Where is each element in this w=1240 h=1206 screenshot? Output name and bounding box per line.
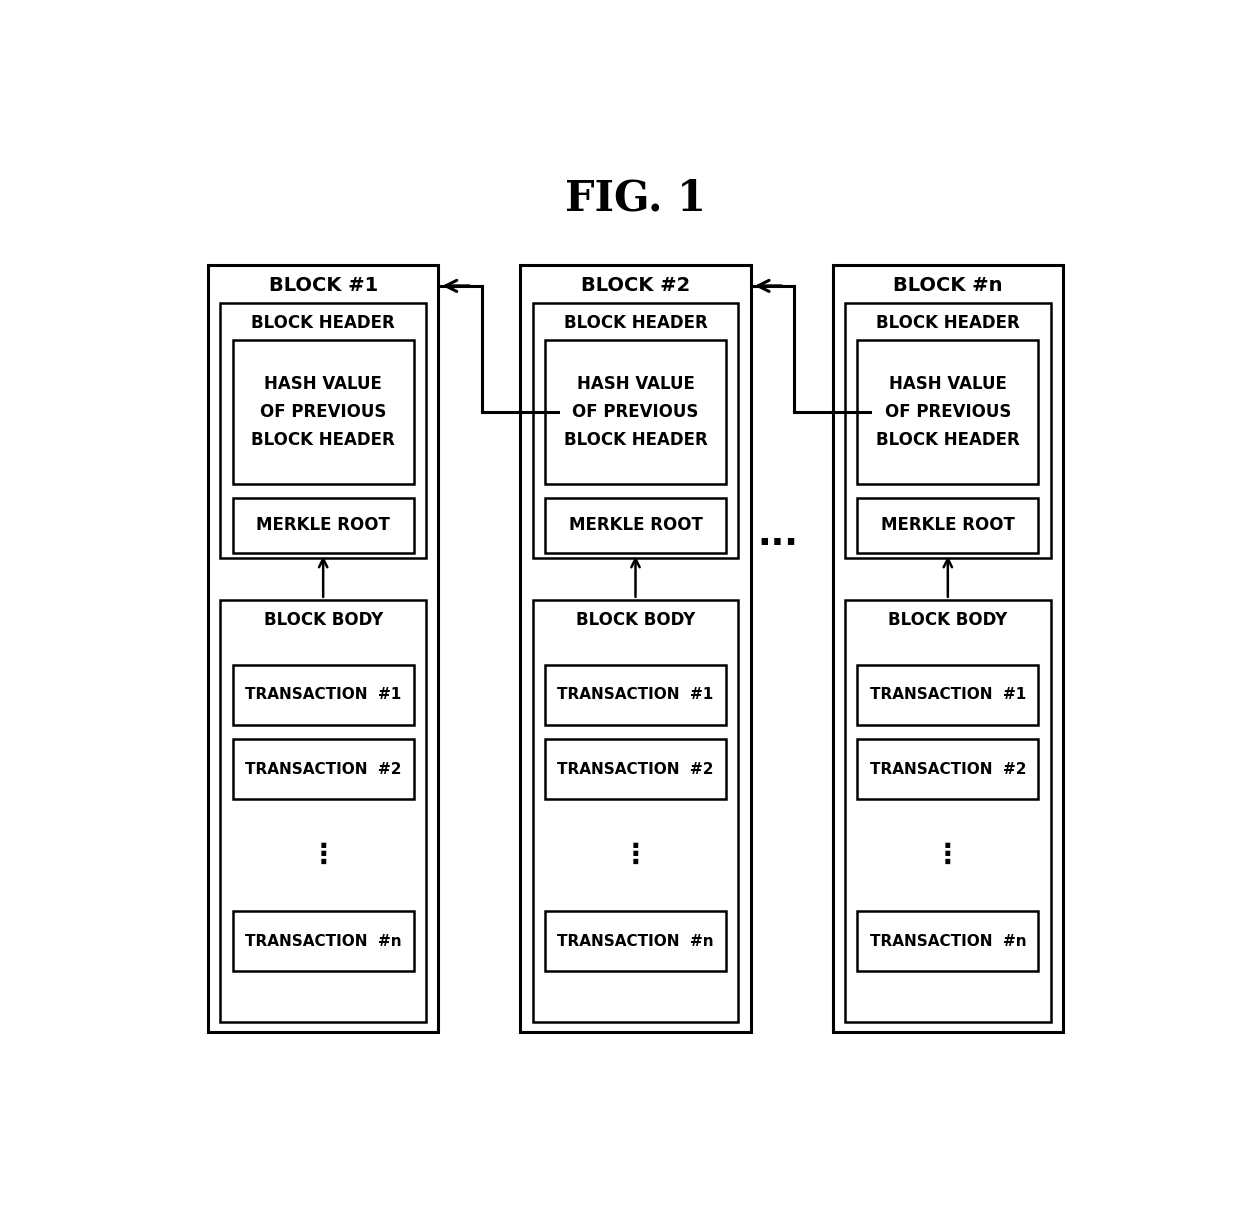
Text: BLOCK BODY: BLOCK BODY bbox=[575, 611, 696, 630]
Text: TRANSACTION  #1: TRANSACTION #1 bbox=[557, 687, 714, 702]
Text: BLOCK HEADER: BLOCK HEADER bbox=[875, 314, 1019, 332]
Text: ⋮: ⋮ bbox=[934, 841, 962, 870]
Text: BLOCK HEADER: BLOCK HEADER bbox=[252, 314, 396, 332]
Bar bbox=[546, 340, 725, 484]
Text: BLOCK HEADER: BLOCK HEADER bbox=[564, 431, 707, 449]
Bar bbox=[546, 739, 725, 800]
Text: TRANSACTION  #n: TRANSACTION #n bbox=[869, 933, 1027, 948]
Text: BLOCK BODY: BLOCK BODY bbox=[888, 611, 1007, 630]
Bar bbox=[832, 265, 1063, 1031]
Text: BLOCK #2: BLOCK #2 bbox=[580, 276, 691, 295]
Text: HASH VALUE: HASH VALUE bbox=[577, 375, 694, 393]
Text: ...: ... bbox=[758, 517, 799, 551]
Bar bbox=[233, 498, 413, 554]
Text: BLOCK HEADER: BLOCK HEADER bbox=[252, 431, 396, 449]
Bar bbox=[533, 303, 738, 558]
Text: TRANSACTION  #1: TRANSACTION #1 bbox=[246, 687, 402, 702]
Text: BLOCK BODY: BLOCK BODY bbox=[264, 611, 383, 630]
Bar bbox=[858, 911, 1038, 971]
Bar bbox=[546, 665, 725, 725]
Text: BLOCK HEADER: BLOCK HEADER bbox=[875, 431, 1019, 449]
Bar bbox=[233, 665, 413, 725]
Bar bbox=[858, 340, 1038, 484]
Text: MERKLE ROOT: MERKLE ROOT bbox=[880, 516, 1014, 534]
Bar bbox=[521, 265, 751, 1031]
Text: TRANSACTION  #2: TRANSACTION #2 bbox=[246, 762, 402, 777]
Bar bbox=[208, 265, 439, 1031]
Bar bbox=[858, 739, 1038, 800]
Text: OF PREVIOUS: OF PREVIOUS bbox=[884, 403, 1011, 421]
Text: OF PREVIOUS: OF PREVIOUS bbox=[260, 403, 387, 421]
Text: BLOCK #n: BLOCK #n bbox=[893, 276, 1003, 295]
Text: HASH VALUE: HASH VALUE bbox=[889, 375, 1007, 393]
Bar bbox=[233, 911, 413, 971]
Text: TRANSACTION  #2: TRANSACTION #2 bbox=[557, 762, 714, 777]
Bar bbox=[221, 303, 427, 558]
Bar bbox=[533, 599, 738, 1023]
Text: TRANSACTION  #2: TRANSACTION #2 bbox=[869, 762, 1025, 777]
Text: TRANSACTION  #1: TRANSACTION #1 bbox=[869, 687, 1025, 702]
Bar bbox=[858, 498, 1038, 554]
Bar bbox=[233, 340, 413, 484]
Bar bbox=[221, 599, 427, 1023]
Text: HASH VALUE: HASH VALUE bbox=[264, 375, 382, 393]
Text: MERKLE ROOT: MERKLE ROOT bbox=[569, 516, 702, 534]
Text: ⋮: ⋮ bbox=[309, 841, 337, 870]
Text: MERKLE ROOT: MERKLE ROOT bbox=[257, 516, 391, 534]
Text: TRANSACTION  #n: TRANSACTION #n bbox=[557, 933, 714, 948]
Text: OF PREVIOUS: OF PREVIOUS bbox=[573, 403, 698, 421]
Bar bbox=[844, 303, 1050, 558]
Bar bbox=[844, 599, 1050, 1023]
Text: BLOCK #1: BLOCK #1 bbox=[269, 276, 378, 295]
Bar bbox=[858, 665, 1038, 725]
Text: ⋮: ⋮ bbox=[621, 841, 650, 870]
Bar bbox=[546, 911, 725, 971]
Text: FIG. 1: FIG. 1 bbox=[565, 177, 706, 219]
Text: TRANSACTION  #n: TRANSACTION #n bbox=[244, 933, 402, 948]
Text: BLOCK HEADER: BLOCK HEADER bbox=[564, 314, 707, 332]
Bar bbox=[546, 498, 725, 554]
Bar bbox=[233, 739, 413, 800]
